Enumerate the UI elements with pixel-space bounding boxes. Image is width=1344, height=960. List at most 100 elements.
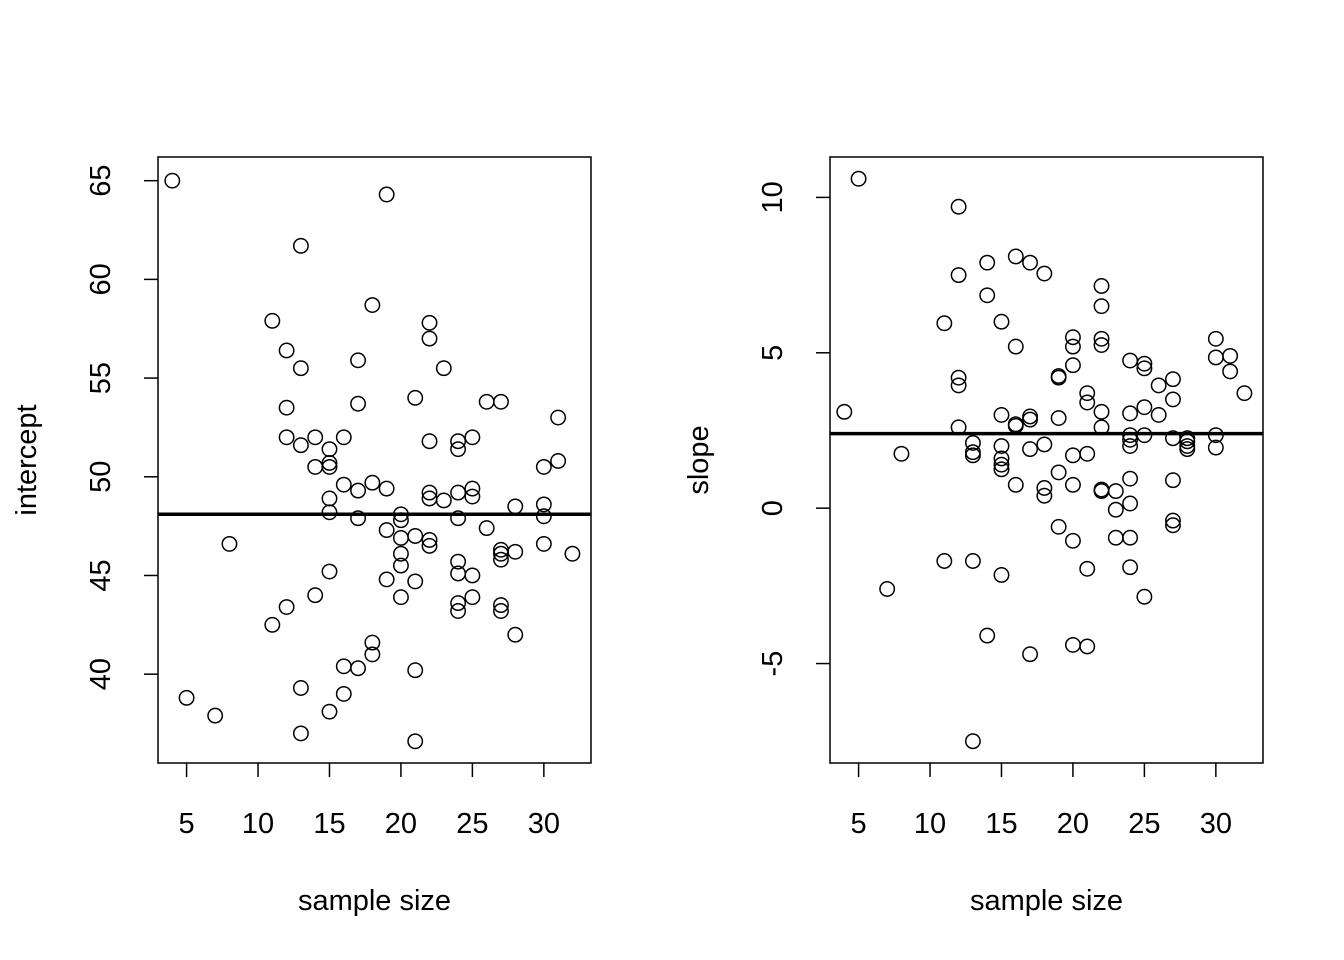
data-point-slope: [1036, 487, 1053, 504]
x-tick-label-intercept: 10: [242, 808, 274, 840]
data-point-intercept: [564, 545, 581, 562]
data-point-slope: [1079, 385, 1096, 402]
data-point-intercept: [535, 458, 552, 475]
data-point-intercept: [450, 603, 467, 619]
x-tick-label-intercept: 15: [313, 808, 345, 840]
data-point-intercept: [550, 453, 567, 469]
data-point-intercept: [493, 393, 509, 410]
data-point-slope: [1165, 517, 1181, 534]
data-point-intercept: [450, 510, 467, 527]
y-tick-label-slope: 5: [757, 345, 789, 361]
x-tick-label-slope: 30: [1200, 808, 1232, 840]
data-point-slope: [1007, 338, 1024, 355]
y-tick-label-intercept: 40: [85, 658, 117, 690]
data-point-intercept: [421, 484, 438, 501]
x-axis-intercept: 5 10 15 20 25 30: [179, 763, 560, 840]
data-point-intercept: [493, 597, 509, 614]
data-point-slope: [993, 406, 1010, 423]
data-point-slope: [1207, 330, 1224, 347]
data-point-intercept: [450, 595, 467, 612]
data-point-slope: [1079, 560, 1096, 577]
data-point-intercept: [307, 587, 324, 604]
data-point-intercept: [278, 429, 295, 446]
data-point-slope: [1064, 447, 1081, 464]
data-point-slope: [1136, 399, 1153, 416]
data-point-intercept: [264, 312, 281, 329]
data-point-slope: [1050, 369, 1067, 386]
data-point-slope: [979, 254, 996, 271]
data-point-slope: [993, 456, 1010, 473]
plot-frame-slope: [829, 156, 1264, 764]
data-point-intercept: [350, 510, 367, 527]
data-point-slope: [993, 313, 1010, 330]
data-point-intercept: [392, 557, 409, 574]
data-point-slope: [950, 369, 967, 386]
y-axis-intercept: 40 45 50 55 60 65: [85, 165, 158, 690]
data-point-intercept: [378, 186, 395, 203]
data-point-slope: [1122, 559, 1139, 576]
x-tick-label-slope: 10: [914, 808, 946, 840]
data-point-intercept: [321, 703, 338, 720]
data-point-intercept: [450, 484, 467, 501]
data-point-intercept: [507, 543, 524, 560]
y-axis-label-intercept: intercept: [11, 404, 43, 515]
data-point-slope: [1107, 501, 1124, 518]
data-point-slope: [879, 581, 896, 597]
data-point-slope: [1079, 445, 1096, 462]
data-point-intercept: [493, 603, 509, 619]
data-point-slope: [1136, 588, 1153, 605]
data-point-intercept: [392, 545, 409, 562]
data-point-intercept: [464, 567, 481, 584]
data-point-intercept: [164, 172, 181, 189]
data-point-slope: [1122, 470, 1139, 487]
data-point-intercept: [478, 520, 495, 537]
data-point-intercept: [321, 458, 338, 475]
data-point-slope: [1050, 410, 1067, 426]
data-point-slope: [1122, 529, 1139, 546]
data-point-intercept: [421, 433, 438, 450]
data-point-intercept: [178, 689, 195, 706]
data-point-slope: [1050, 464, 1067, 481]
data-point-intercept: [507, 498, 524, 515]
data-point-slope: [1136, 355, 1153, 372]
data-point-slope: [1150, 406, 1167, 423]
data-point-intercept: [535, 496, 552, 513]
data-point-intercept: [421, 531, 438, 548]
data-point-intercept: [464, 429, 481, 446]
x-axis-label-slope: sample size: [970, 885, 1123, 917]
data-point-intercept: [221, 535, 238, 552]
data-point-slope: [1022, 411, 1039, 428]
data-point-slope: [1207, 349, 1224, 366]
x-tick-label-intercept: 25: [456, 808, 488, 840]
data-point-slope: [1093, 278, 1110, 294]
data-point-slope: [1064, 338, 1081, 355]
data-point-intercept: [307, 458, 324, 475]
data-point-slope: [1093, 298, 1110, 315]
data-point-slope: [993, 450, 1010, 467]
y-tick-label-intercept: 65: [85, 165, 117, 197]
x-tick-label-intercept: 30: [528, 808, 560, 840]
x-tick-label-intercept: 5: [179, 808, 195, 840]
data-point-slope: [1064, 476, 1081, 493]
data-point-intercept: [292, 237, 309, 254]
plot-frame-intercept: [157, 156, 592, 764]
data-point-slope: [1107, 529, 1124, 546]
data-point-slope: [1007, 248, 1024, 265]
data-point-slope: [1022, 254, 1039, 271]
data-point-slope: [964, 447, 981, 464]
data-point-slope: [1236, 385, 1253, 402]
data-point-slope: [964, 434, 981, 451]
data-point-slope: [893, 445, 910, 462]
data-point-intercept: [550, 409, 567, 426]
data-point-intercept: [321, 441, 338, 458]
data-point-intercept: [335, 429, 352, 446]
data-point-slope: [836, 403, 853, 420]
data-point-intercept: [350, 482, 367, 499]
data-point-slope: [1064, 532, 1081, 549]
slope-panel: 5 10 15 20 25 30 -5 0 5 10 sample size slope: [683, 156, 1264, 917]
data-point-intercept: [335, 476, 352, 493]
data-point-intercept: [292, 360, 309, 377]
data-point-intercept: [450, 433, 467, 450]
data-point-slope: [950, 377, 967, 394]
data-point-intercept: [407, 733, 424, 750]
